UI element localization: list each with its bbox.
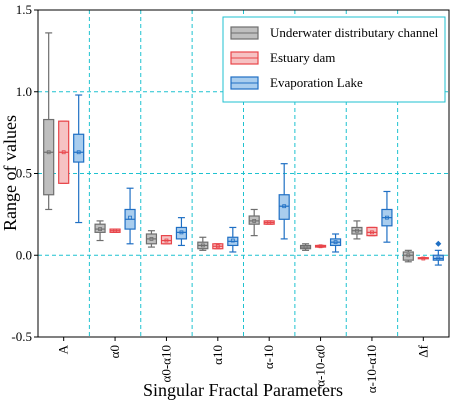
x-tick-label: A bbox=[56, 344, 71, 354]
box-7-series-1 bbox=[417, 256, 429, 261]
mean-marker bbox=[230, 238, 235, 243]
mean-marker bbox=[200, 243, 205, 248]
x-tick-label: α-10-α10 bbox=[364, 345, 379, 393]
x-tick-label: Δf bbox=[415, 344, 430, 357]
mean-marker bbox=[179, 230, 184, 235]
legend-label: Estuary dam bbox=[270, 50, 335, 65]
box-body bbox=[175, 226, 188, 240]
box-7-series-0 bbox=[402, 249, 414, 263]
box-body bbox=[278, 194, 290, 220]
box-6-series-0 bbox=[351, 220, 363, 240]
box-body bbox=[248, 215, 260, 225]
box-1-series-1 bbox=[109, 228, 121, 233]
x-tick-label: α0 bbox=[107, 345, 122, 358]
box-body bbox=[94, 223, 106, 233]
mean-marker bbox=[421, 256, 426, 261]
mean-marker bbox=[436, 256, 441, 261]
mean-marker bbox=[113, 228, 117, 233]
mean-marker bbox=[333, 240, 338, 245]
box-2-series-1 bbox=[160, 235, 173, 245]
box-3-series-1 bbox=[212, 243, 224, 250]
box-4-series-1 bbox=[263, 220, 275, 225]
box-body bbox=[402, 251, 414, 261]
box-7-series-2 bbox=[432, 240, 444, 266]
mean-marker bbox=[61, 150, 66, 155]
mean-marker bbox=[128, 215, 132, 220]
y-tick-label: 1.5 bbox=[16, 2, 32, 17]
mean-marker bbox=[355, 228, 359, 233]
x-tick-label: α-10-α0 bbox=[313, 345, 328, 387]
box-5-series-2 bbox=[329, 233, 342, 253]
box-body bbox=[43, 118, 55, 196]
y-axis: -0.5 0.0 0.5 1.0 1.5 bbox=[11, 2, 38, 344]
legend-label: Evaporation Lake bbox=[270, 75, 363, 90]
y-tick-label: 0.5 bbox=[16, 166, 32, 181]
box-4-series-2 bbox=[278, 163, 290, 240]
box-6-series-1 bbox=[366, 226, 378, 237]
outlier-point bbox=[435, 240, 442, 247]
y-tick-label: 1.0 bbox=[16, 84, 32, 99]
box-series bbox=[43, 32, 444, 266]
y-tick-label: 0.0 bbox=[16, 247, 32, 262]
x-tick-label: α-10 bbox=[261, 345, 276, 369]
mean-marker bbox=[282, 204, 287, 209]
mean-marker bbox=[164, 238, 169, 243]
mean-marker bbox=[303, 245, 308, 249]
box-5-series-1 bbox=[314, 244, 327, 249]
mean-marker bbox=[252, 219, 257, 223]
box-6-series-2 bbox=[381, 190, 393, 243]
mean-marker bbox=[406, 253, 411, 258]
legend-label: Underwater distributary channel bbox=[270, 25, 439, 40]
box-3-series-0 bbox=[197, 236, 209, 251]
box-2-series-2 bbox=[175, 217, 188, 247]
box-0-series-0 bbox=[43, 32, 55, 211]
box-body bbox=[366, 226, 378, 237]
box-1-series-2 bbox=[124, 187, 136, 245]
mean-marker bbox=[215, 244, 220, 249]
x-tick-label: α0-α10 bbox=[158, 345, 173, 382]
legend-frame bbox=[222, 16, 446, 103]
mean-marker bbox=[149, 236, 154, 241]
box-0-series-2 bbox=[73, 94, 85, 224]
mean-marker bbox=[267, 220, 272, 225]
box-4-series-0 bbox=[248, 208, 260, 237]
mean-marker bbox=[370, 230, 374, 235]
box-2-series-0 bbox=[145, 230, 158, 248]
box-3-series-2 bbox=[227, 226, 239, 253]
legend: Underwater distributary channel Estuary d… bbox=[222, 16, 446, 103]
x-axis-title: Singular Fractal Parameters bbox=[143, 380, 343, 400]
y-tick-label: -0.5 bbox=[11, 329, 32, 344]
box-0-series-1 bbox=[58, 120, 70, 184]
box-1-series-0 bbox=[94, 220, 106, 242]
mean-marker bbox=[98, 227, 102, 231]
box-body bbox=[432, 254, 444, 261]
y-axis-title: Range of values bbox=[0, 115, 20, 231]
box-body bbox=[160, 235, 173, 245]
box-body bbox=[73, 133, 85, 163]
x-tick-label: α10 bbox=[210, 345, 225, 365]
mean-marker bbox=[385, 215, 389, 220]
mean-marker bbox=[46, 150, 51, 155]
mean-marker bbox=[76, 150, 81, 155]
box-5-series-0 bbox=[299, 243, 312, 251]
mean-marker bbox=[318, 244, 323, 249]
